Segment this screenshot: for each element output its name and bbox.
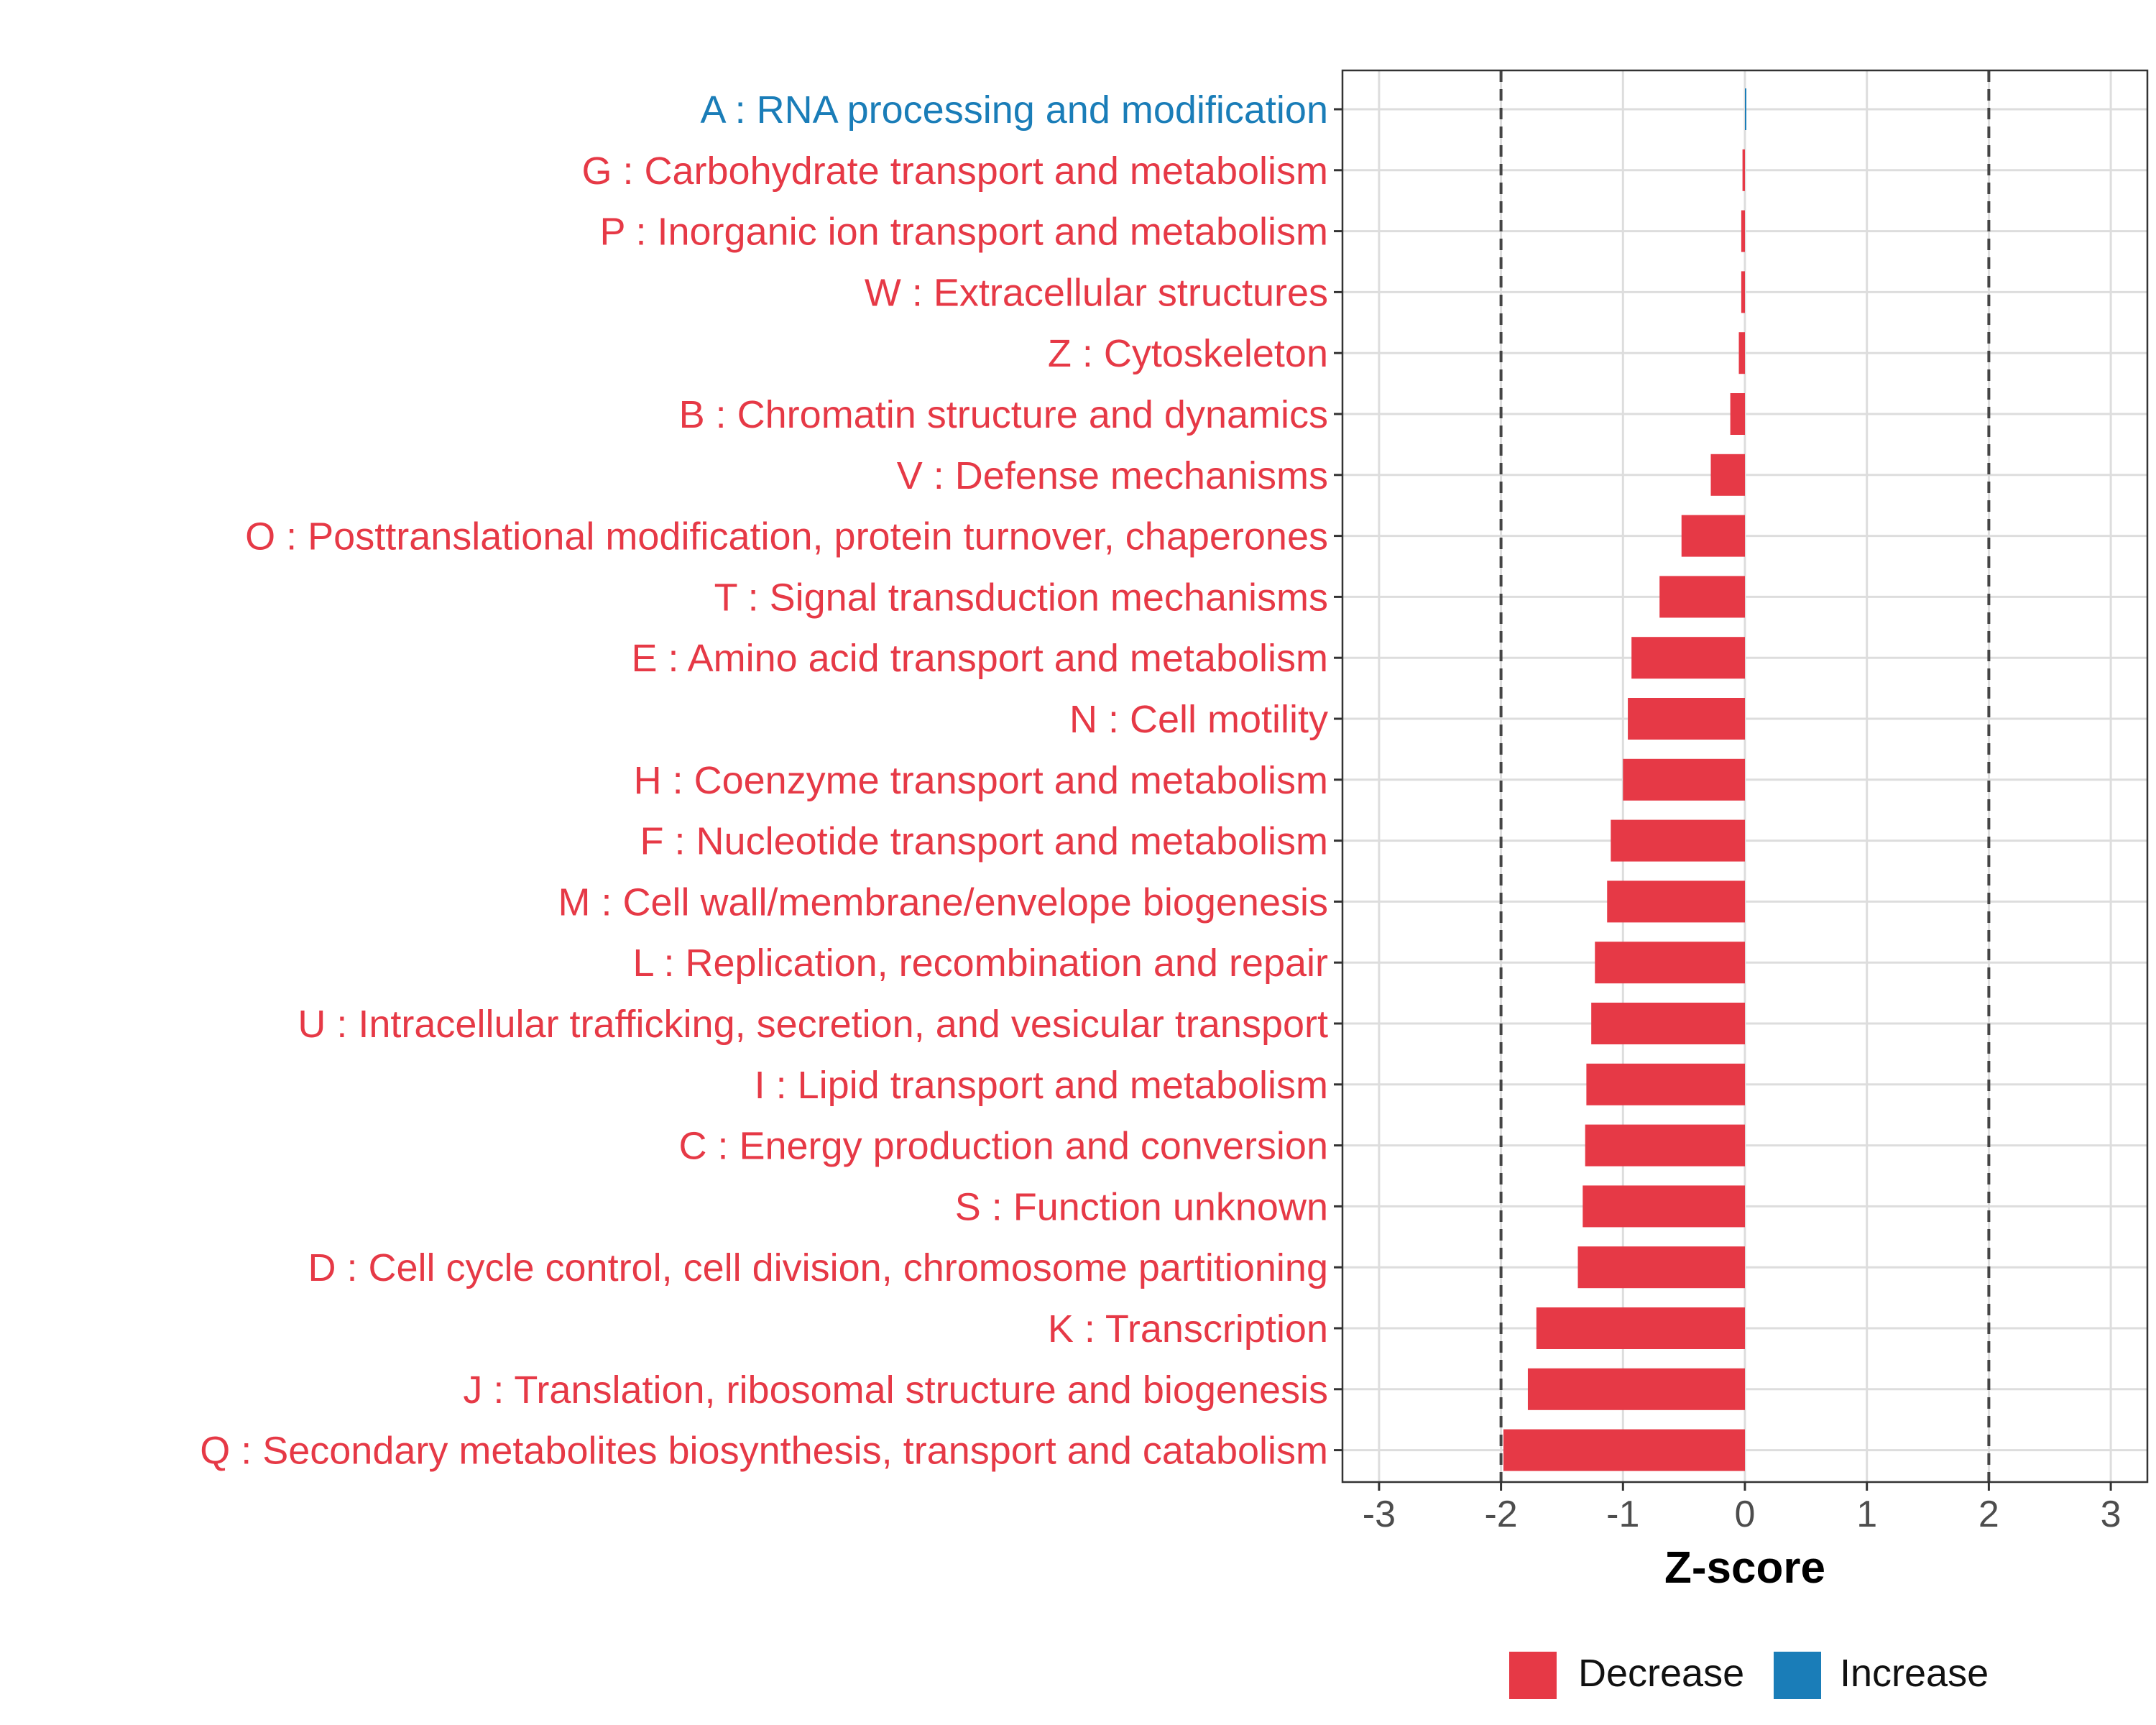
bar — [1631, 637, 1745, 679]
legend-label-increase: Increase — [1840, 1652, 1989, 1695]
x-tick-label: 2 — [1978, 1494, 1999, 1535]
x-axis-title: Z-score — [1664, 1543, 1825, 1593]
y-axis-ticks — [1334, 108, 1342, 1452]
y-tick-label: K : Transcription — [1048, 1307, 1328, 1351]
legend-swatch-decrease — [1509, 1652, 1557, 1699]
bar — [1583, 1185, 1745, 1228]
bar — [1710, 454, 1745, 496]
reference-lines — [1499, 70, 1991, 1482]
y-tick-label: V : Defense mechanisms — [897, 454, 1328, 497]
y-tick-label: D : Cell cycle control, cell division, c… — [308, 1246, 1328, 1289]
y-tick-label: Q : Secondary metabolites biosynthesis, … — [200, 1430, 1328, 1473]
y-tick-label: P : Inorganic ion transport and metaboli… — [599, 211, 1328, 254]
bar — [1738, 332, 1745, 374]
legend-label-decrease: Decrease — [1578, 1652, 1744, 1695]
y-tick-label: H : Coenzyme transport and metabolism — [634, 759, 1328, 802]
y-tick-label: J : Translation, ribosomal structure and… — [463, 1368, 1328, 1412]
y-tick-label: C : Energy production and conversion — [678, 1125, 1328, 1168]
bar — [1595, 942, 1745, 984]
x-tick-label: 0 — [1735, 1494, 1756, 1535]
bar — [1745, 88, 1746, 130]
bar — [1503, 1429, 1745, 1471]
legend: Decrease Increase — [1509, 1652, 1989, 1699]
bar — [1591, 1003, 1745, 1044]
bar — [1730, 393, 1745, 435]
x-tick-label: 1 — [1856, 1494, 1877, 1535]
x-tick-label: -1 — [1606, 1494, 1639, 1535]
y-tick-label: B : Chromatin structure and dynamics — [679, 393, 1328, 436]
x-axis-ticks: -3 -2 -1 0 1 2 3 — [1363, 1482, 2122, 1535]
bar — [1659, 576, 1745, 618]
y-tick-label: U : Intracellular trafficking, secretion… — [298, 1003, 1328, 1046]
bar — [1681, 515, 1745, 557]
bar — [1742, 149, 1745, 191]
bar — [1741, 210, 1745, 252]
x-tick-label: -2 — [1484, 1494, 1517, 1535]
y-tick-label: N : Cell motility — [1069, 698, 1328, 741]
y-tick-label: L : Replication, recombination and repai… — [632, 942, 1328, 985]
bar — [1611, 819, 1745, 862]
y-tick-label: I : Lipid transport and metabolism — [755, 1064, 1328, 1107]
y-axis-category-labels: A : RNA processing and modification G : C… — [200, 88, 1328, 1473]
bar — [1607, 880, 1745, 923]
y-tick-label: T : Signal transduction mechanisms — [714, 576, 1328, 619]
bar — [1527, 1368, 1745, 1410]
y-tick-label: M : Cell wall/membrane/envelope biogenes… — [558, 880, 1328, 924]
bar — [1741, 271, 1745, 313]
y-tick-label: G : Carbohydrate transport and metabolis… — [582, 150, 1329, 193]
y-tick-label: A : RNA processing and modification — [701, 88, 1328, 132]
bar — [1536, 1307, 1745, 1349]
bar — [1585, 1124, 1745, 1167]
y-tick-label: E : Amino acid transport and metabolism — [632, 637, 1328, 680]
y-tick-label: Z : Cytoskeleton — [1048, 332, 1328, 375]
bar — [1628, 698, 1745, 740]
y-tick-label: F : Nucleotide transport and metabolism — [640, 820, 1328, 863]
bar — [1577, 1246, 1745, 1289]
legend-swatch-increase — [1774, 1652, 1821, 1699]
bar — [1586, 1063, 1745, 1105]
y-tick-label: O : Posttranslational modification, prot… — [245, 515, 1328, 558]
x-tick-label: -3 — [1363, 1494, 1396, 1535]
x-tick-label: 3 — [2101, 1494, 2122, 1535]
bar — [1623, 758, 1745, 801]
y-tick-label: S : Function unknown — [955, 1185, 1328, 1228]
bars — [1503, 88, 1746, 1471]
y-tick-label: W : Extracellular structures — [865, 271, 1328, 314]
